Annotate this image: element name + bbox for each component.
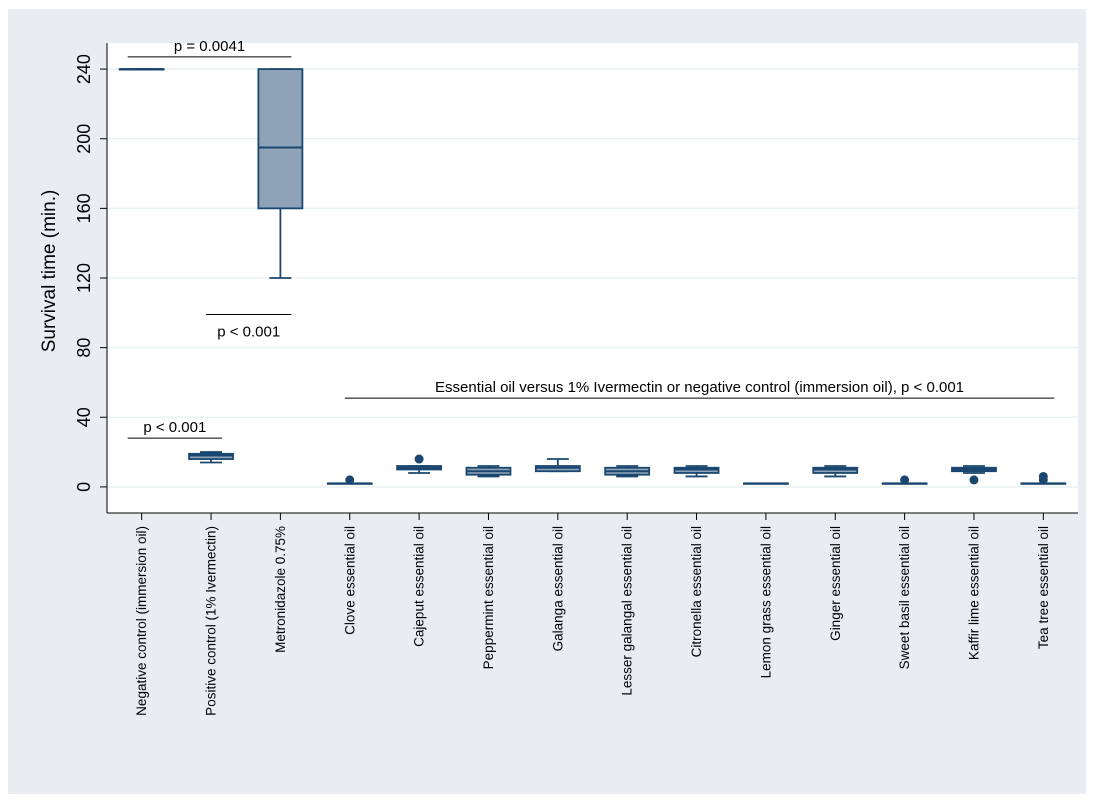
x-tick-label: Positive control (1% Ivermectin) [204, 526, 219, 716]
x-tick-label: Lesser galangal essential oil [620, 526, 635, 696]
outlier-point [900, 475, 910, 485]
box-10 [742, 482, 789, 485]
box-4 [326, 475, 373, 485]
y-tick-label: 200 [74, 124, 94, 154]
significance-label: p < 0.001 [143, 419, 206, 436]
chart-frame: 0 40 80 120 160 200 240 Negative control (imme… [8, 9, 1086, 794]
x-tick-label: Citronella essential oil [689, 526, 704, 657]
significance-annotation-1: p = 0.0041 [127, 38, 292, 58]
box-9 [673, 465, 720, 478]
box-5 [396, 454, 443, 474]
box-12 [881, 475, 928, 485]
significance-annotation-4: Essential oil versus 1% Ivermectin or ne… [344, 379, 1055, 399]
x-tick-label: Ginger essential oil [828, 526, 843, 641]
outlier-point [345, 475, 355, 485]
box-7 [534, 458, 581, 473]
x-tick-label: Negative control (immersion oil) [134, 526, 149, 716]
y-tick-label: 240 [74, 54, 94, 84]
x-tick-label: Tea tree essential oil [1036, 526, 1051, 649]
x-tick-label: Galanga essential oil [550, 526, 565, 651]
x-tick-label: Kaffir lime essential oil [966, 526, 981, 660]
box-3 [257, 68, 304, 279]
x-tick-label: Peppermint essential oil [481, 526, 496, 669]
y-tick-label: 80 [74, 338, 94, 358]
box-1 [118, 68, 165, 71]
box-8 [604, 465, 651, 478]
x-tick-label: Sweet basil essential oil [897, 526, 912, 669]
x-axis: Negative control (immersion oil) Positive… [107, 512, 1078, 716]
x-tick-label: Clove essential oil [342, 526, 357, 635]
significance-label: p < 0.001 [217, 324, 280, 341]
significance-annotation-3: p < 0.001 [127, 419, 223, 439]
y-tick-label: 120 [74, 263, 94, 293]
outlier-point [1038, 471, 1048, 481]
x-tick-label: Metronidazole 0.75% [273, 526, 288, 653]
y-tick-label: 40 [74, 407, 94, 427]
significance-label: Essential oil versus 1% Ivermectin or ne… [435, 379, 964, 396]
significance-label: p = 0.0041 [174, 38, 245, 55]
box-13 [951, 465, 997, 485]
y-axis: 0 40 80 120 160 200 240 [74, 43, 108, 513]
box-series [118, 68, 1067, 485]
box-2 [188, 451, 234, 464]
outlier-point [414, 454, 424, 464]
box-11 [812, 465, 859, 478]
y-tick-label: 160 [74, 193, 94, 223]
outlier-point [969, 475, 979, 485]
x-tick-label: Cajeput essential oil [412, 526, 427, 647]
annotations: p = 0.0041 p < 0.001 p < 0.001 Essential oi… [127, 38, 1055, 439]
significance-annotation-2: p < 0.001 [206, 314, 292, 341]
box-14 [1020, 471, 1067, 485]
box-iqr [257, 68, 304, 210]
y-axis-title: Survival time (min.) [39, 190, 60, 353]
x-tick-label: Lemon grass essential oil [758, 526, 773, 678]
box-plot-chart: 0 40 80 120 160 200 240 Negative control (imme… [39, 38, 1078, 716]
gridlines [107, 68, 1078, 488]
y-tick-label: 0 [74, 482, 94, 492]
box-6 [465, 465, 512, 478]
